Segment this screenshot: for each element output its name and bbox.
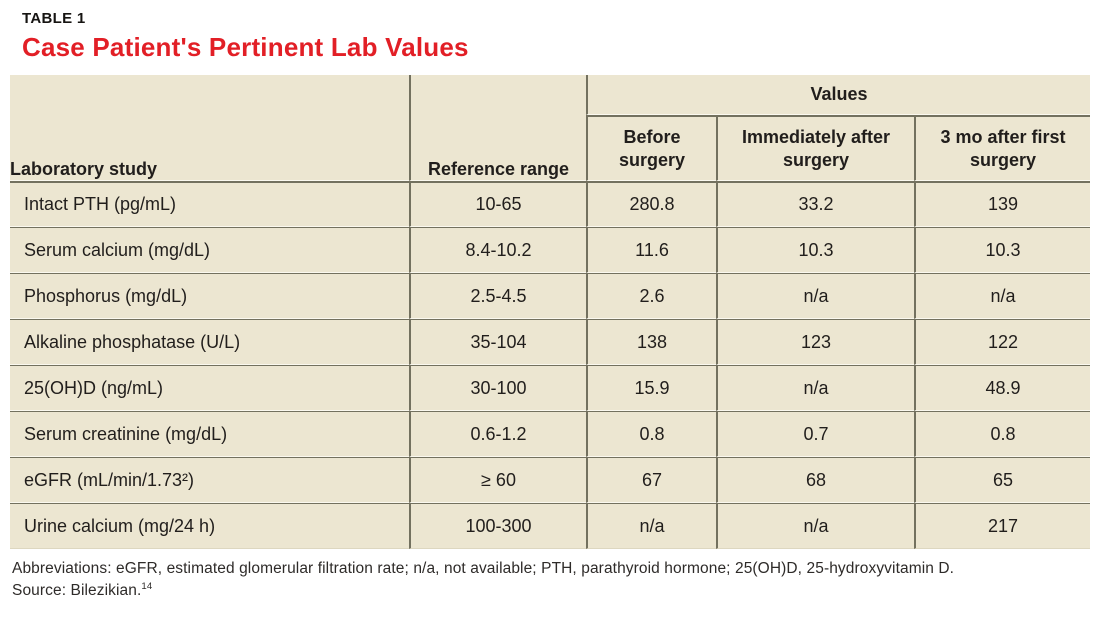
lab-values-table: Laboratory study Reference range Values …: [10, 75, 1091, 549]
reference-cell: ≥ 60: [409, 457, 586, 503]
values-subheader-row: Before surgery Immediately after surgery…: [10, 115, 1091, 181]
reference-cell: 30-100: [409, 365, 586, 411]
header-before-surgery: Before surgery: [586, 115, 716, 181]
table-header: Laboratory study Reference range Values …: [10, 75, 1091, 181]
reference-cell: 35-104: [409, 319, 586, 365]
study-cell: 25(OH)D (ng/mL): [10, 365, 409, 411]
table-row-phosphorus: Phosphorus (mg/dL) 2.5-4.5 2.6 n/a n/a: [10, 273, 1091, 319]
table-row-urine-calcium: Urine calcium (mg/24 h) 100-300 n/a n/a …: [10, 503, 1091, 549]
immediately-after-cell: 0.7: [716, 411, 914, 457]
before-surgery-cell: n/a: [586, 503, 716, 549]
header-immediately-after-surgery: Immediately after surgery: [716, 115, 914, 181]
table-title: Case Patient's Pertinent Lab Values: [22, 32, 469, 62]
table-number-label: TABLE 1: [22, 10, 86, 27]
study-cell: Urine calcium (mg/24 h): [10, 503, 409, 549]
table-row-intact-pth: Intact PTH (pg/mL) 10-65 280.8 33.2 139: [10, 181, 1091, 227]
header-values-group: Values: [586, 75, 1091, 115]
before-surgery-cell: 15.9: [586, 365, 716, 411]
immediately-after-cell: 123: [716, 319, 914, 365]
before-surgery-cell: 67: [586, 457, 716, 503]
3mo-after-cell: 10.3: [914, 227, 1091, 273]
header-laboratory-study: Laboratory study: [10, 75, 409, 181]
3mo-after-cell: 65: [914, 457, 1091, 503]
table-row-25ohd: 25(OH)D (ng/mL) 30-100 15.9 n/a 48.9: [10, 365, 1091, 411]
reference-cell: 8.4-10.2: [409, 227, 586, 273]
table-row-serum-calcium: Serum calcium (mg/dL) 8.4-10.2 11.6 10.3…: [10, 227, 1091, 273]
reference-cell: 2.5-4.5: [409, 273, 586, 319]
3mo-after-cell: 139: [914, 181, 1091, 227]
immediately-after-cell: n/a: [716, 503, 914, 549]
source-note: Source: Bilezikian.14: [12, 580, 1090, 602]
footnotes: Abbreviations: eGFR, estimated glomerula…: [12, 558, 1090, 602]
reference-cell: 10-65: [409, 181, 586, 227]
table-row-alkaline-phosphatase: Alkaline phosphatase (U/L) 35-104 138 12…: [10, 319, 1091, 365]
page: TABLE 1 Case Patient's Pertinent Lab Val…: [10, 10, 1091, 602]
before-surgery-cell: 280.8: [586, 181, 716, 227]
study-cell: Phosphorus (mg/dL): [10, 273, 409, 319]
header-3mo-after-first-surgery: 3 mo after first surgery: [914, 115, 1091, 181]
immediately-after-cell: 68: [716, 457, 914, 503]
3mo-after-cell: n/a: [914, 273, 1091, 319]
before-surgery-cell: 2.6: [586, 273, 716, 319]
immediately-after-cell: n/a: [716, 365, 914, 411]
immediately-after-cell: 10.3: [716, 227, 914, 273]
study-cell: Serum creatinine (mg/dL): [10, 411, 409, 457]
3mo-after-cell: 48.9: [914, 365, 1091, 411]
abbreviations-note: Abbreviations: eGFR, estimated glomerula…: [12, 560, 955, 577]
table-row-egfr: eGFR (mL/min/1.73²) ≥ 60 67 68 65: [10, 457, 1091, 503]
reference-cell: 0.6-1.2: [409, 411, 586, 457]
values-group-row: Laboratory study Reference range Values: [10, 75, 1091, 181]
study-cell: eGFR (mL/min/1.73²): [10, 457, 409, 503]
3mo-after-cell: 122: [914, 319, 1091, 365]
3mo-after-cell: 217: [914, 503, 1091, 549]
before-surgery-cell: 11.6: [586, 227, 716, 273]
table-row-serum-creatinine: Serum creatinine (mg/dL) 0.6-1.2 0.8 0.7…: [10, 411, 1091, 457]
study-cell: Intact PTH (pg/mL): [10, 181, 409, 227]
before-surgery-cell: 0.8: [586, 411, 716, 457]
study-cell: Serum calcium (mg/dL): [10, 227, 409, 273]
study-cell: Alkaline phosphatase (U/L): [10, 319, 409, 365]
immediately-after-cell: n/a: [716, 273, 914, 319]
source-text: Source: Bilezikian.: [12, 582, 142, 600]
source-citation-superscript: 14: [141, 581, 153, 592]
before-surgery-cell: 138: [586, 319, 716, 365]
3mo-after-cell: 0.8: [914, 411, 1091, 457]
immediately-after-cell: 33.2: [716, 181, 914, 227]
reference-cell: 100-300: [409, 503, 586, 549]
header-reference-range: Reference range: [409, 75, 586, 181]
table-body: Intact PTH (pg/mL) 10-65 280.8 33.2 139 …: [10, 181, 1091, 549]
